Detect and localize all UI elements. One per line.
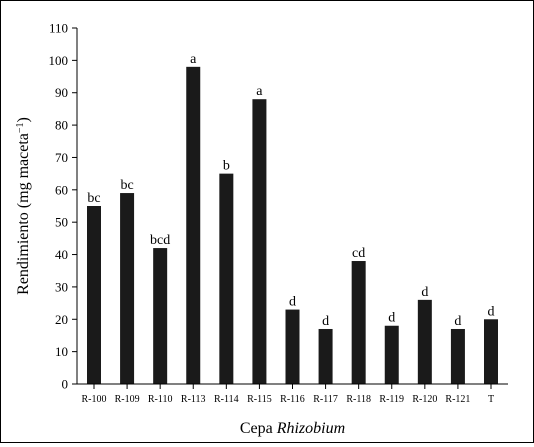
bar-significance-label: d — [454, 314, 461, 329]
bar-r-110 — [153, 248, 168, 384]
bar-significance-label: bc — [120, 178, 133, 193]
y-tick-label: 30 — [55, 279, 68, 294]
bar-r-109 — [120, 193, 135, 384]
bar-labels: bc bc bcd a b a d d cd d d d d — [87, 52, 494, 329]
bar-r-118 — [351, 261, 366, 384]
bar-significance-label: a — [190, 52, 197, 67]
bar-r-100 — [87, 206, 101, 384]
bar-r-115 — [252, 99, 267, 384]
bar-significance-label: a — [256, 84, 263, 99]
bar-significance-label: bc — [87, 191, 100, 206]
x-axis-title-prefix: Cepa — [240, 420, 277, 437]
y-tick-label: 100 — [49, 53, 69, 68]
bar-significance-label: bcd — [150, 233, 170, 248]
y-tick-label: 90 — [55, 85, 68, 100]
x-tick-label: R-115 — [247, 394, 272, 405]
x-tick-label: R-118 — [346, 394, 371, 405]
bar-significance-label: b — [223, 159, 230, 174]
bar-r-121 — [450, 328, 465, 384]
x-axis-title-italic: Rhizobium — [276, 420, 345, 437]
y-axis-ticks: 0 10 20 30 40 50 60 70 80 90 100 110 — [49, 21, 77, 392]
bar-r-114 — [219, 173, 234, 384]
x-tick-label: R-113 — [181, 394, 206, 405]
x-tick-label: R-116 — [280, 394, 305, 405]
bar-r-116 — [285, 309, 300, 384]
bar-r-120 — [417, 299, 432, 384]
bars — [87, 66, 498, 384]
x-tick-label: R-119 — [379, 394, 404, 405]
bar-r-113 — [186, 66, 201, 384]
x-tick-label: R-110 — [148, 394, 173, 405]
y-tick-label: 0 — [62, 377, 69, 392]
x-tick-label: R-120 — [412, 394, 437, 405]
x-axis-ticks: R-100 R-109 R-110 R-113 R-114 R-115 R-116 R-117… — [82, 384, 494, 405]
y-tick-label: 60 — [55, 182, 68, 197]
y-axis-title-superscript: −1 — [15, 122, 26, 133]
y-tick-label: 110 — [49, 21, 68, 36]
bar-r-117 — [318, 328, 333, 384]
x-tick-label: R-117 — [313, 394, 338, 405]
y-axis-title: Rendimiento (mg maceta−1) — [15, 117, 33, 295]
y-tick-label: 20 — [55, 312, 68, 327]
bar-significance-label: d — [289, 295, 296, 310]
y-tick-label: 50 — [55, 215, 68, 230]
x-tick-label: R-114 — [214, 394, 239, 405]
y-tick-label: 10 — [55, 344, 68, 359]
bar-significance-label: d — [388, 311, 395, 326]
bar-significance-label: d — [421, 285, 428, 300]
y-tick-label: 40 — [55, 247, 68, 262]
x-tick-label: R-100 — [82, 394, 107, 405]
bar-significance-label: cd — [352, 246, 365, 261]
bar-significance-label: d — [488, 304, 495, 319]
y-axis-title-close: ) — [15, 117, 32, 122]
x-axis-title: Cepa Rhizobium — [240, 420, 345, 437]
bar-significance-label: d — [322, 314, 329, 329]
y-axis-title-main: Rendimiento (mg maceta — [15, 133, 32, 295]
bar-r-119 — [384, 325, 399, 384]
x-tick-label: R-109 — [115, 394, 140, 405]
y-tick-label: 70 — [55, 150, 68, 165]
y-tick-label: 80 — [55, 118, 68, 133]
x-tick-label: R-121 — [445, 394, 470, 405]
bar-t — [484, 319, 498, 384]
x-tick-label: T — [488, 394, 494, 405]
